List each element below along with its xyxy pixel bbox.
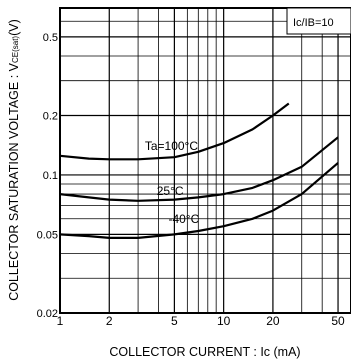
x-tick-label: 2 (106, 314, 113, 328)
series-label: 25°C (157, 184, 184, 198)
y-tick-label: 0.02 (37, 308, 58, 320)
x-axis-label: COLLECTOR CURRENT : Ic (mA) (109, 345, 300, 359)
x-tick-label: 5 (171, 314, 178, 328)
tick-labels: 1 2 5 10 20 50 0.02 0.05 0.1 0.2 0.5 (37, 32, 345, 328)
condition-label: Ic/IB=10 (293, 17, 334, 29)
chart-curves (59, 102, 339, 239)
condition-label-box (286, 7, 351, 35)
y-axis-label: COLLECTOR SATURATION VOLTAGE : VCE(sat)(… (7, 19, 21, 301)
series-label: Ta=100°C (145, 139, 199, 153)
y-axis-label-sub: CE(sat) (11, 36, 20, 63)
x-tick-label: 10 (217, 314, 231, 328)
plot-frame (59, 7, 351, 314)
x-tick-label: 20 (266, 314, 280, 328)
y-tick-label: 0.2 (43, 110, 58, 122)
y-tick-label: 0.1 (43, 170, 58, 182)
series-labels: Ta=100°C 25°C -40°C (145, 139, 200, 226)
series-line (59, 162, 339, 239)
chart-grid (60, 8, 351, 313)
series-line (59, 102, 290, 161)
y-tick-label: 0.5 (43, 32, 58, 44)
x-tick-label: 50 (331, 314, 345, 328)
y-axis-label-main: COLLECTOR SATURATION VOLTAGE : V (7, 62, 21, 300)
series-label: -40°C (168, 212, 199, 226)
y-tick-label: 0.05 (37, 229, 58, 241)
x-tick-label: 1 (57, 314, 64, 328)
series-line (59, 136, 339, 202)
y-axis-label-unit: (V) (7, 19, 21, 36)
